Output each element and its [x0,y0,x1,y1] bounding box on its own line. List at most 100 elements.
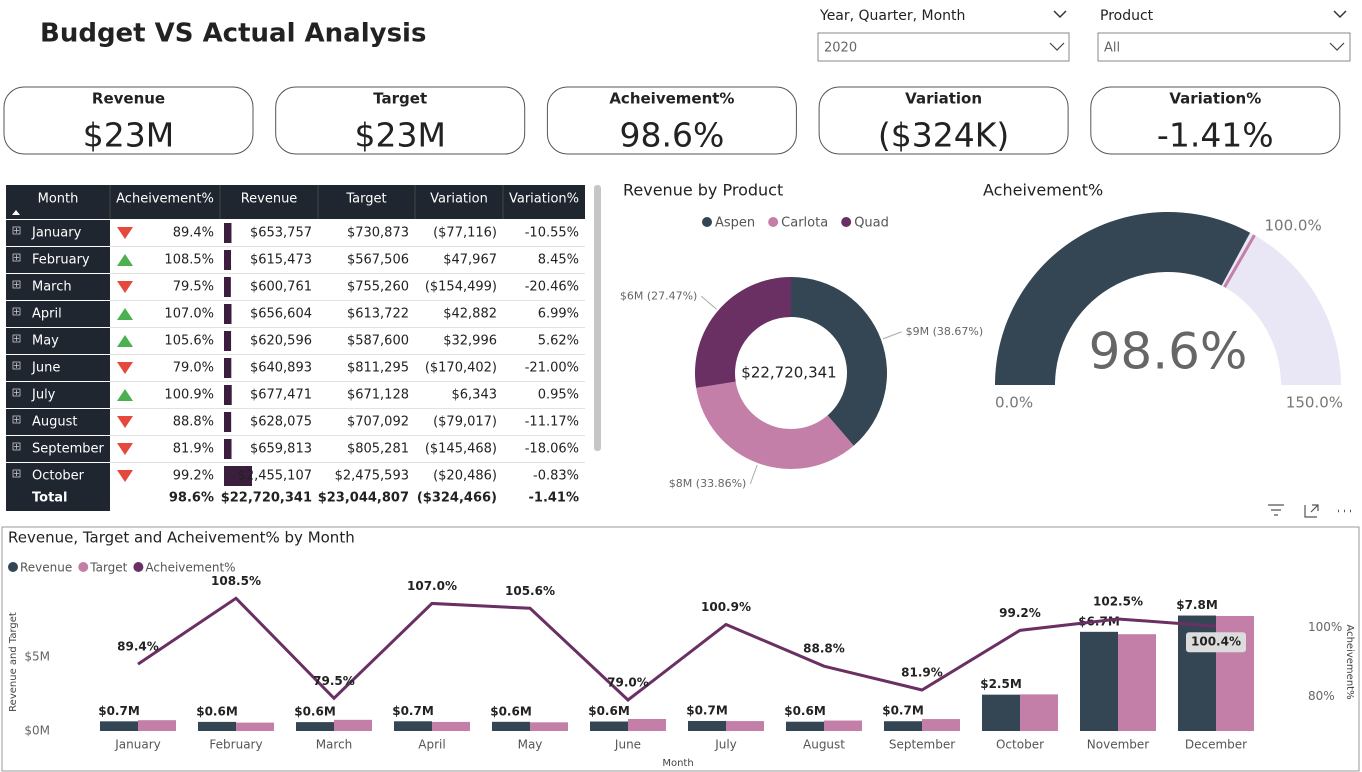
column-header[interactable]: Revenue [241,192,298,207]
filter-dropdown[interactable] [817,32,1070,62]
scrollbar[interactable] [594,185,601,451]
visual-icons [1268,504,1351,518]
chevron [1329,42,1345,51]
bar [492,721,530,731]
table-cell: $42,882 [443,307,497,322]
chevron[interactable] [1333,10,1347,19]
table-cell: $730,873 [347,226,409,241]
revenue-data-bar [224,466,252,486]
expand-icon-plus [14,417,19,422]
table-cell: $2,475,593 [335,469,409,484]
table-cell: -20.46% [525,280,579,295]
month-cell: February [32,253,90,268]
month-cell: May [32,334,59,349]
kpi-label: Target [373,90,427,108]
kpi-label: Revenue [92,90,165,108]
column-header[interactable]: Acheivement% [116,192,214,207]
bar [296,722,334,731]
focus-icon[interactable] [1304,504,1319,518]
expand-icon[interactable] [12,415,21,424]
expand-icon[interactable] [12,253,21,262]
sort-arrow [12,210,20,215]
kpi-label: Acheivement% [609,90,734,108]
column-header[interactable]: Month [38,192,79,207]
revenue-data-bar [224,439,232,459]
table-cell: $6,343 [452,388,498,403]
trend-icon [117,281,133,293]
table-cell: $22,720,341 [221,491,312,506]
table-cell: $615,473 [250,253,312,268]
x-tick-label: November [1087,738,1149,752]
bar [530,722,568,731]
chevron[interactable] [1053,10,1067,19]
table-header [6,185,585,219]
kpi-value: $23M [83,116,174,155]
filter-value: 2020 [824,41,857,56]
expand-icon[interactable] [12,334,21,343]
donut-center-label: $22,720,341 [741,364,836,382]
expand-icon-plus [14,309,19,314]
line-value-label: 108.5% [211,574,261,588]
filter-dropdown[interactable] [1097,32,1351,62]
table-cell: 98.6% [169,491,214,506]
expand-icon[interactable] [12,469,21,478]
y2-tick-label: 80% [1308,689,1335,703]
month-cell: July [31,388,56,403]
total-row-bg [110,487,585,511]
table-cell: ($145,468) [425,442,497,457]
table-cell: ($20,486) [433,469,497,484]
month-cell: March [32,280,72,295]
donut-slice [695,277,791,388]
column-header[interactable]: Target [345,192,386,207]
line [137,596,1217,702]
bar [786,721,824,731]
table-cell: ($170,402) [425,361,497,376]
month-cell-bg [6,463,110,489]
x-tick-label: December [1185,738,1247,752]
kpi-card [3,86,254,155]
expand-icon[interactable] [12,307,21,316]
revenue-data-bar [224,277,231,297]
expand-icon[interactable] [12,226,21,235]
table-cell: 100.9% [164,388,214,403]
month-cell-bg [6,220,110,246]
revenue-data-bar [224,385,232,405]
table-cell: $671,128 [347,388,409,403]
bar-value-label: $0.7M [98,704,140,718]
table-cell: -10.55% [525,226,579,241]
expand-icon-plus [14,255,19,260]
slice-label: $6M (27.47%) [620,289,698,302]
table-cell: $613,722 [347,307,409,322]
expand-icon[interactable] [12,388,21,397]
kpi-card [818,86,1069,155]
expand-icon-plus [14,363,19,368]
line-value-label: 81.9% [901,665,943,679]
bar [138,720,176,731]
trend-icon [117,470,133,482]
table-cell: $811,295 [347,361,409,376]
bar [334,719,372,731]
table-cell: 6.99% [538,307,579,322]
column-header[interactable]: Variation [430,192,488,207]
bar [100,721,138,731]
x-tick-label: June [614,738,641,752]
gauge-value-label: 98.6% [1089,323,1248,381]
table-cell: $567,506 [347,253,409,268]
expand-icon[interactable] [12,442,21,451]
legend-marker [78,562,89,572]
legend-marker [768,217,779,227]
revenue-data-bar [224,358,232,378]
expand-icon[interactable] [12,361,21,370]
table-cell: $707,092 [347,415,409,430]
table-cell: $587,600 [347,334,409,349]
table-cell: 88.8% [173,415,214,430]
gauge-target [1223,234,1256,288]
revenue-data-bar [224,412,232,432]
expand-icon[interactable] [12,280,21,289]
filter-icon[interactable] [1268,504,1284,516]
total-month-bg [6,487,110,511]
month-cell: June [31,361,60,376]
column-header[interactable]: Variation% [509,192,579,207]
chart-title: Revenue by Product [623,181,783,200]
month-cell-bg [6,274,110,300]
